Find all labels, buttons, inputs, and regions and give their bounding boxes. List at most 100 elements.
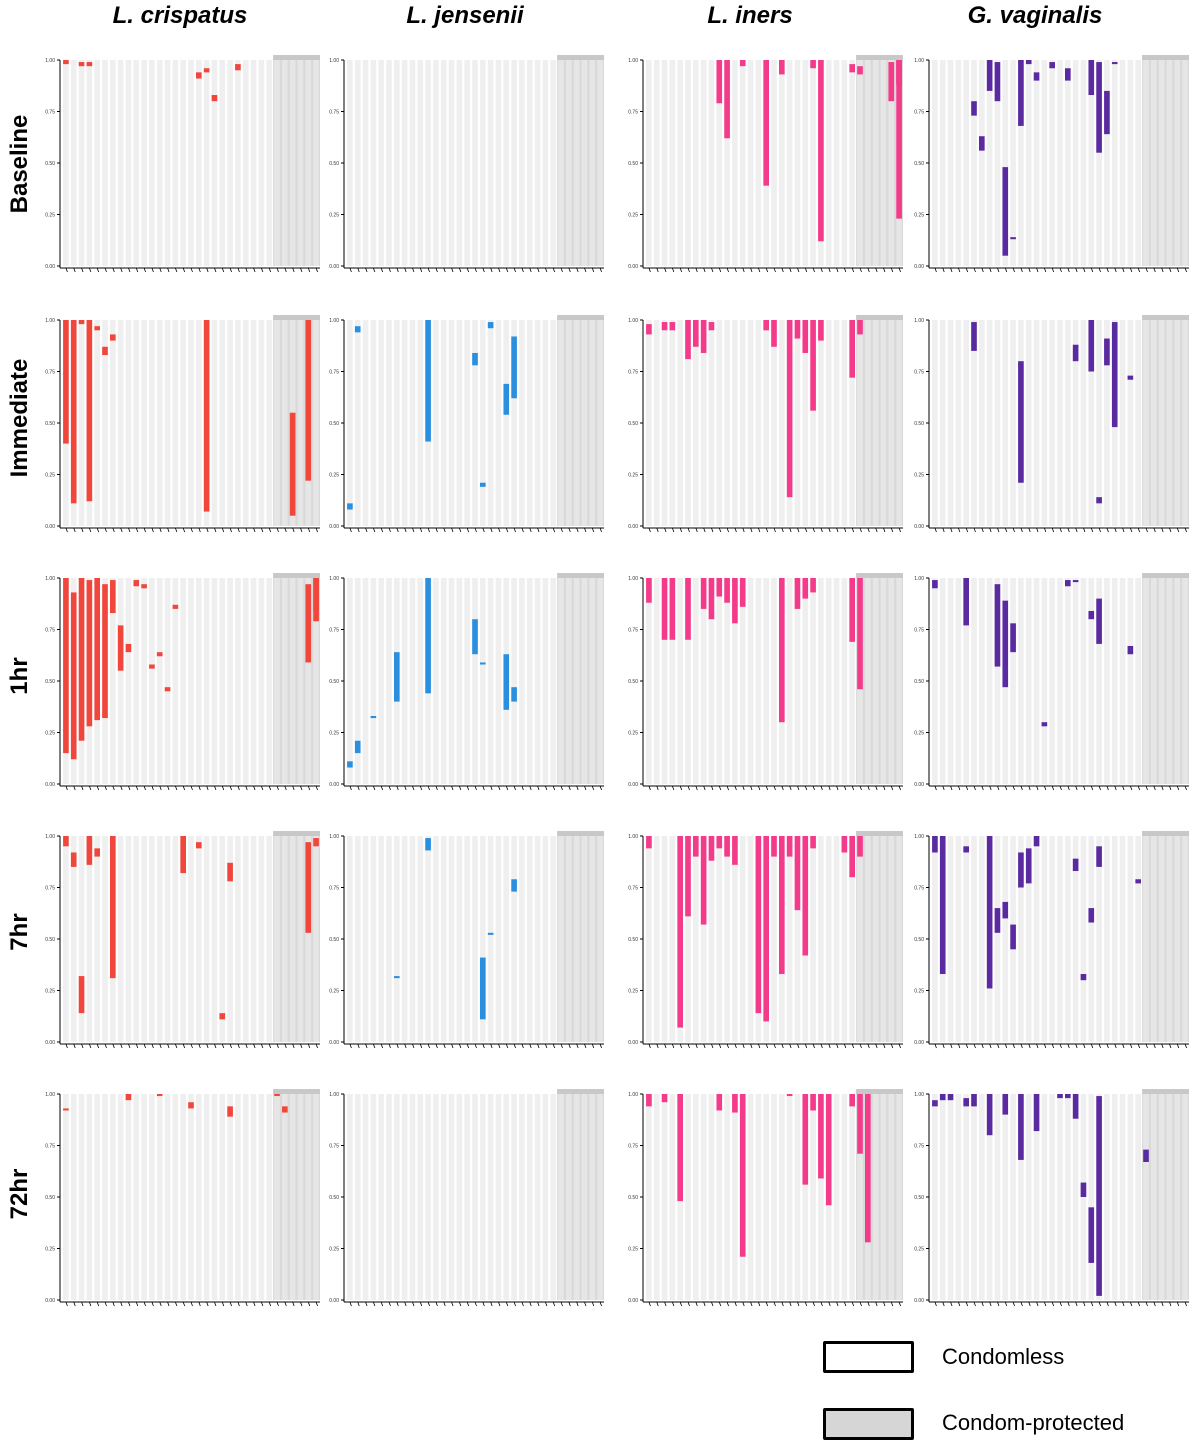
data-bar <box>172 604 179 609</box>
y-tick-label: 0.00 <box>914 1298 924 1304</box>
x-tick <box>443 527 446 533</box>
data-bar <box>347 761 353 768</box>
sample-column <box>896 836 902 1042</box>
x-tick <box>451 785 454 791</box>
sample-column <box>1127 836 1134 1042</box>
x-tick <box>1114 785 1117 791</box>
x-tick <box>687 1301 690 1307</box>
sample-column <box>661 60 668 266</box>
sample-column <box>747 836 754 1042</box>
sample-column <box>94 1094 100 1300</box>
sample-column <box>880 578 887 784</box>
sample-column <box>872 836 879 1042</box>
x-tick <box>1169 267 1172 273</box>
sample-column <box>425 836 431 1042</box>
y-tick-label: 1.00 <box>628 58 638 64</box>
sample-column <box>1072 836 1079 1042</box>
sample-column <box>370 1094 377 1300</box>
x-tick <box>521 1043 524 1049</box>
x-tick <box>1106 1301 1109 1307</box>
y-tick-label: 0.00 <box>45 524 55 530</box>
x-tick <box>214 1043 217 1049</box>
sample-column <box>669 578 676 784</box>
sample-column <box>693 320 699 526</box>
y-tick-label: 0.75 <box>914 628 924 634</box>
sample-column <box>566 60 572 266</box>
data-bar <box>986 836 993 989</box>
sample-column <box>841 320 848 526</box>
x-tick <box>167 785 170 791</box>
sample-column <box>841 836 848 1042</box>
panel-immediate-4: 0.000.250.500.751.00 <box>914 315 1189 533</box>
x-tick <box>300 1301 303 1307</box>
x-tick <box>804 267 808 273</box>
x-tick <box>1184 1301 1187 1307</box>
legend-label-condomless: Condomless <box>942 1344 1065 1369</box>
sample-column <box>865 320 871 526</box>
x-tick <box>1075 267 1078 273</box>
sample-column <box>865 578 871 784</box>
x-tick <box>890 527 894 533</box>
x-tick <box>828 785 831 791</box>
x-tick <box>1051 267 1055 273</box>
x-tick <box>419 267 423 273</box>
x-tick <box>890 785 894 791</box>
x-tick <box>167 267 170 273</box>
x-tick <box>568 785 571 791</box>
x-tick <box>789 1043 792 1049</box>
sample-column <box>932 836 938 1042</box>
sample-column <box>63 836 69 1042</box>
x-tick <box>942 1301 945 1307</box>
x-tick <box>1145 1301 1148 1307</box>
x-tick <box>104 785 107 791</box>
sample-column <box>526 1094 533 1300</box>
x-tick <box>1090 785 1094 791</box>
x-tick <box>190 1043 193 1049</box>
sample-column <box>963 60 969 266</box>
data-bar <box>708 836 715 861</box>
sample-column <box>297 320 304 526</box>
data-bar <box>786 320 793 498</box>
x-tick <box>1083 267 1086 273</box>
sample-column <box>156 320 163 526</box>
y-tick-label: 0.75 <box>329 628 339 634</box>
sample-column <box>771 320 777 526</box>
sample-column <box>747 60 754 266</box>
sample-column <box>63 1094 69 1300</box>
x-tick <box>315 785 318 791</box>
sample-column <box>1002 1094 1009 1300</box>
sample-column <box>472 1094 478 1300</box>
sample-column <box>558 320 564 526</box>
y-tick-label: 0.75 <box>45 886 55 892</box>
x-tick <box>198 267 201 273</box>
sample-column <box>646 578 652 784</box>
x-tick <box>942 1043 945 1049</box>
protected-header <box>557 55 604 60</box>
sample-column <box>133 836 140 1042</box>
data-bar <box>289 412 296 516</box>
y-tick-label: 1.00 <box>45 576 55 582</box>
sample-column <box>219 836 226 1042</box>
x-tick <box>443 1043 446 1049</box>
data-bar <box>86 836 93 865</box>
x-tick <box>73 267 76 273</box>
data-bar <box>63 578 69 754</box>
sample-column <box>188 836 194 1042</box>
x-tick <box>934 1301 937 1307</box>
sample-column <box>164 1094 171 1300</box>
x-tick <box>1153 785 1156 791</box>
x-tick <box>1145 267 1148 273</box>
sample-column <box>409 578 416 784</box>
sample-column <box>1018 1094 1024 1300</box>
x-tick <box>576 1043 579 1049</box>
x-tick <box>307 527 311 533</box>
x-tick <box>797 785 800 791</box>
x-tick <box>206 527 209 533</box>
sample-column <box>164 836 171 1042</box>
sample-column <box>1025 836 1032 1042</box>
x-tick <box>765 1301 769 1307</box>
sample-column <box>732 60 738 266</box>
sample-column <box>1088 836 1095 1042</box>
data-bar <box>180 836 186 874</box>
data-bar <box>63 320 69 444</box>
